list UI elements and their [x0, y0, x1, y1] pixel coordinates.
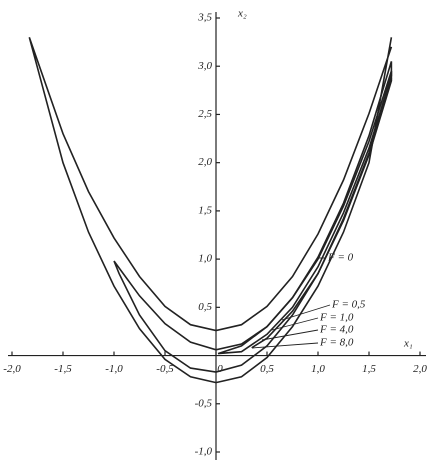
x-tick-label: 2,0	[413, 363, 427, 375]
x-tick-label: 1,5	[362, 363, 376, 375]
x-tick-label: 0,5	[260, 363, 274, 375]
y-tick-label: 1,5	[198, 204, 212, 216]
x-tick-label: -2,0	[3, 363, 21, 375]
x-axis-label: x₁	[403, 338, 413, 350]
contour-line	[28, 37, 393, 384]
x-tick-label: -1,0	[105, 363, 123, 375]
contour-line	[217, 70, 393, 355]
y-tick-label: -1,0	[195, 446, 213, 458]
y-axis-label: x₂	[237, 8, 247, 20]
x-tick-label: 1,0	[311, 363, 325, 375]
y-tick-label: 2,5	[198, 108, 212, 120]
x-tick-label: -1,5	[54, 363, 72, 375]
y-tick-label: 2,0	[198, 156, 212, 168]
leader-line	[251, 342, 319, 349]
annotation: F = 4,0	[319, 324, 354, 336]
contour-line	[251, 77, 393, 349]
y-tick-label: 3,0	[197, 60, 212, 72]
y-tick-label: 0,5	[198, 301, 212, 313]
annotation: F = 1,0	[319, 312, 354, 324]
y-tick-label: 3,5	[197, 12, 212, 24]
annotation: F = 0,5	[331, 299, 366, 311]
contour-line	[113, 61, 393, 373]
annotation: F = 8,0	[319, 337, 354, 349]
leader-line	[261, 329, 319, 341]
y-tick-label: -0,5	[195, 397, 213, 409]
y-tick-label: 1,0	[198, 253, 212, 265]
x-tick-label: -0,5	[156, 363, 174, 375]
x-tick-label: 0	[217, 363, 223, 375]
